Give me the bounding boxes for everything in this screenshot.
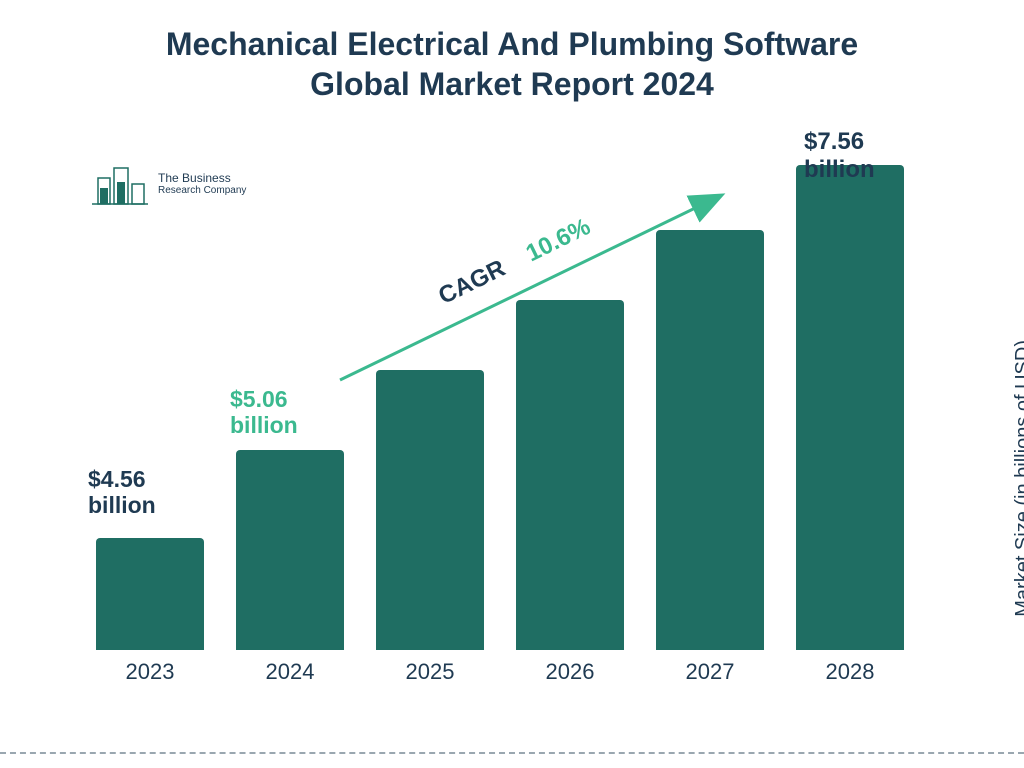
value-callout: $7.56billion [804,128,875,183]
bar-slot [90,538,210,650]
x-axis-tick-label: 2025 [370,659,490,685]
bar [96,538,204,650]
footer-divider [0,752,1024,754]
x-axis-tick-label: 2023 [90,659,210,685]
x-axis-tick-label: 2028 [790,659,910,685]
bar-slot [790,165,910,650]
bar [376,370,484,650]
x-axis-tick-label: 2026 [510,659,630,685]
value-callout: $5.06billion [230,386,298,439]
bars-container [80,160,920,650]
bar [516,300,624,650]
x-axis-labels: 2023 2024 2025 2026 2027 2028 [80,654,920,690]
bar [236,450,344,650]
x-axis-tick-label: 2027 [650,659,770,685]
bar-slot [510,300,630,650]
bar-slot [230,450,350,650]
chart-area: 2023 2024 2025 2026 2027 2028 [80,160,920,690]
bar-slot [650,230,770,650]
bar-slot [370,370,490,650]
y-axis-label: Market Size (in billions of USD) [1012,340,1024,617]
chart-title: Mechanical Electrical And Plumbing Softw… [0,24,1024,104]
bar [796,165,904,650]
value-callout: $4.56billion [88,466,156,519]
bar [656,230,764,650]
x-axis-tick-label: 2024 [230,659,350,685]
